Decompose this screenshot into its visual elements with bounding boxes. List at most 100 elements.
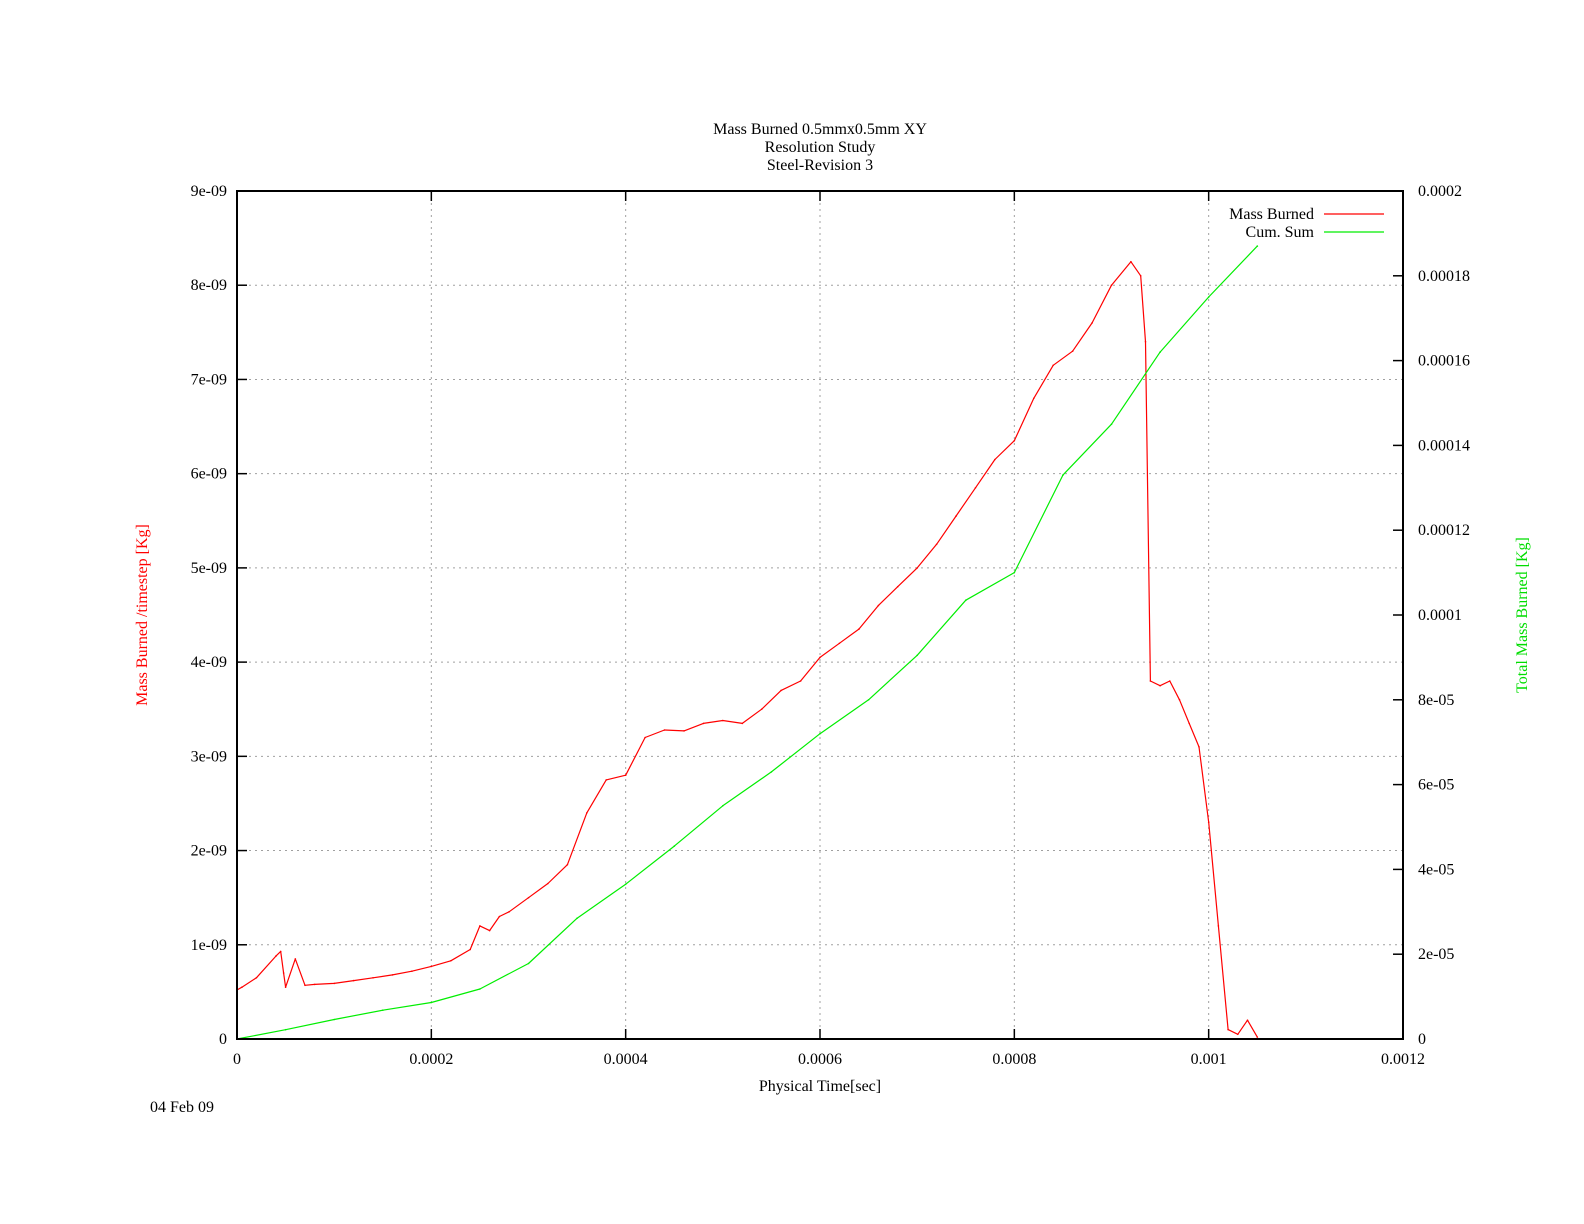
- data-point-mass-burned: [411, 970, 413, 972]
- chart-title-line-3: Steel-Revision 3: [767, 157, 873, 174]
- data-point-mass-burned: [488, 929, 491, 932]
- y2-tick-label: 0.0002: [1418, 183, 1462, 200]
- series-line-cum-sum: [236, 245, 1258, 1040]
- data-point-cum-sum: [1110, 423, 1113, 426]
- data-point-cum-sum: [867, 699, 870, 701]
- data-point-mass-burned: [294, 958, 297, 960]
- data-point-mass-burned: [450, 960, 452, 962]
- data-point-mass-burned: [313, 983, 316, 986]
- data-point-cum-sum: [382, 1009, 384, 1011]
- data-point-mass-burned: [391, 974, 394, 976]
- data-point-mass-burned: [877, 604, 880, 607]
- data-point-mass-burned: [741, 722, 744, 725]
- x-tick-label: 0.0012: [1381, 1051, 1425, 1068]
- y-tick-label: 0: [219, 1031, 227, 1048]
- y2-tick-label: 0.00016: [1418, 353, 1470, 370]
- data-point-mass-burned: [1246, 1019, 1249, 1021]
- data-point-mass-burned: [1091, 322, 1093, 324]
- legend: Mass Burned Cum. Sum: [1229, 206, 1384, 241]
- data-point-cum-sum: [722, 805, 724, 807]
- data-point-mass-burned: [1144, 341, 1147, 343]
- y-axis-label: Mass Burned /timestep [Kg]: [134, 524, 151, 706]
- data-point-mass-burned: [1110, 284, 1113, 287]
- data-point-mass-burned: [799, 680, 802, 682]
- legend-label-cum-sum: Cum. Sum: [1246, 224, 1315, 241]
- data-point-mass-burned: [974, 487, 977, 489]
- x-tick-label: 0.0004: [604, 1051, 648, 1068]
- data-point-mass-burned: [935, 543, 938, 546]
- data-point-cum-sum: [673, 845, 676, 847]
- data-point-mass-burned: [624, 774, 627, 776]
- data-point-cum-sum: [333, 1018, 336, 1021]
- data-point-mass-burned: [1178, 699, 1181, 701]
- data-point-cum-sum: [1207, 296, 1210, 298]
- data-point-cum-sum: [624, 883, 627, 885]
- data-point-mass-burned: [430, 965, 433, 968]
- legend-label-mass-burned: Mass Burned: [1229, 206, 1314, 223]
- data-point-mass-burned: [527, 896, 530, 899]
- y2-tick-label: 0.00014: [1418, 437, 1470, 454]
- data-point-mass-burned: [644, 736, 646, 739]
- y-tick-label: 6e-09: [191, 466, 227, 483]
- data-point-mass-burned: [896, 585, 899, 588]
- x-tick-label: 0: [233, 1051, 241, 1068]
- tick-labels: 0 0.0002 0.0004 0.0006 0.0008 0.001 0.0012 0 1e-…: [191, 183, 1470, 1068]
- data-point-cum-sum: [1159, 351, 1161, 353]
- data-point-mass-burned: [1033, 397, 1035, 400]
- y2-tick-label: 2e-05: [1418, 946, 1454, 963]
- data-point-mass-burned: [819, 656, 821, 659]
- data-point-mass-burned: [1217, 925, 1220, 927]
- data-point-mass-burned: [566, 863, 569, 866]
- data-point-cum-sum: [1013, 571, 1016, 574]
- data-point-mass-burned: [760, 708, 763, 710]
- data-point-mass-burned: [858, 628, 860, 630]
- data-point-mass-burned: [1013, 439, 1016, 442]
- chart-title-line-1: Mass Burned 0.5mmx0.5mm XY: [713, 121, 927, 138]
- y2-axis-label: Total Mass Burned [Kg]: [1514, 537, 1531, 693]
- data-point-mass-burned: [1159, 684, 1161, 687]
- footer-date: 04 Feb 09: [150, 1099, 214, 1116]
- data-point-mass-burned: [1052, 364, 1054, 367]
- data-point-mass-burned: [994, 458, 996, 461]
- data-point-mass-burned: [722, 719, 724, 722]
- data-point-cum-sum: [576, 917, 578, 919]
- ticks: [236, 190, 1404, 1040]
- data-point-mass-burned: [663, 729, 666, 731]
- data-point-mass-burned: [498, 915, 501, 918]
- data-point-cum-sum: [770, 771, 773, 773]
- y2-tick-label: 0.0001: [1418, 607, 1462, 624]
- grid: [237, 191, 1403, 1039]
- y-tick-label: 7e-09: [191, 371, 227, 388]
- x-tick-label: 0.0002: [409, 1051, 453, 1068]
- y-tick-label: 1e-09: [191, 937, 227, 954]
- data-point-mass-burned: [1130, 260, 1132, 263]
- y-tick-label: 8e-09: [191, 277, 227, 294]
- data-point-mass-burned: [1149, 680, 1152, 682]
- y-tick-label: 9e-09: [191, 183, 227, 200]
- data-point-mass-burned: [275, 955, 277, 957]
- y-tick-label: 3e-09: [191, 748, 227, 765]
- y-tick-label: 2e-09: [191, 843, 227, 860]
- chart-title-line-2: Resolution Study: [765, 139, 876, 156]
- data-point-cum-sum: [819, 732, 821, 735]
- data-point-cum-sum: [527, 962, 530, 965]
- data-point-mass-burned: [479, 925, 481, 927]
- data-point-mass-burned: [916, 567, 918, 569]
- data-point-mass-burned: [702, 722, 705, 725]
- data-point-mass-burned: [780, 689, 782, 692]
- x-tick-label: 0.0008: [992, 1051, 1036, 1068]
- data-point-mass-burned: [1169, 680, 1171, 682]
- data-point-mass-burned: [282, 972, 285, 974]
- data-point-cum-sum: [965, 599, 967, 601]
- x-tick-label: 0.001: [1191, 1051, 1227, 1068]
- y2-tick-label: 0.00018: [1418, 268, 1470, 285]
- data-point-mass-burned: [284, 986, 287, 988]
- y-tick-label: 5e-09: [191, 560, 227, 577]
- y2-tick-label: 0.00012: [1418, 522, 1470, 539]
- data-point-mass-burned: [838, 642, 841, 645]
- data-point-mass-burned: [1071, 350, 1074, 353]
- data-point-mass-burned: [372, 977, 374, 979]
- data-point-cum-sum: [916, 654, 918, 657]
- data-point-mass-burned: [547, 882, 549, 885]
